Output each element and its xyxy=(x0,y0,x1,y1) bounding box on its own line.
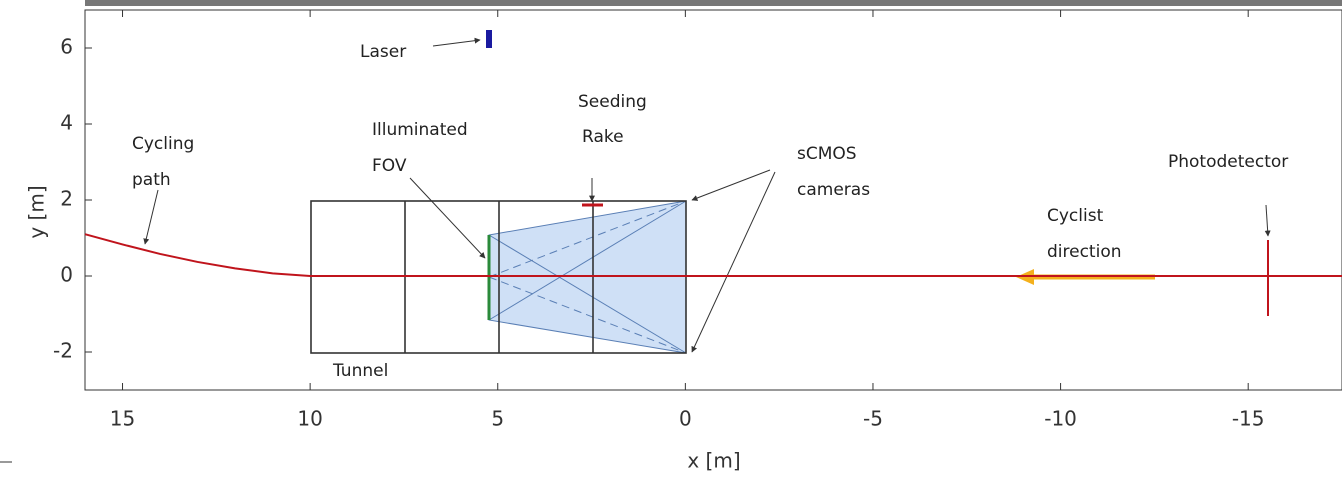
annotation: Photodetector xyxy=(1168,152,1288,172)
x-tick-label: -15 xyxy=(1232,407,1265,431)
x-tick-label: 10 xyxy=(297,407,322,431)
y-tick-label: 2 xyxy=(60,187,73,211)
y-axis-label: y [m] xyxy=(25,185,49,238)
x-tick-label: 0 xyxy=(679,407,692,431)
chart: 151050-5-10-15-20246 Laser Cycling path … xyxy=(0,0,1342,477)
plot-area xyxy=(85,10,1342,390)
annotation: Illuminated xyxy=(372,120,468,140)
annotation: cameras xyxy=(797,180,870,200)
top-strip xyxy=(85,0,1342,6)
y-tick-label: 6 xyxy=(60,35,73,59)
annotation: FOV xyxy=(372,156,407,176)
annotation: direction xyxy=(1047,242,1122,262)
x-tick-label: 5 xyxy=(491,407,504,431)
annotation: Cyclist xyxy=(1047,206,1104,226)
annotation: sCMOS xyxy=(797,144,857,164)
x-tick-label: 15 xyxy=(110,407,135,431)
annotation: Laser xyxy=(360,42,406,62)
annotation: path xyxy=(132,170,171,190)
y-tick-label: 0 xyxy=(60,263,73,287)
annotation: Seeding xyxy=(578,92,647,112)
annotation: Tunnel xyxy=(332,361,388,381)
x-tick-label: -5 xyxy=(863,407,883,431)
y-tick-label: 4 xyxy=(60,111,73,135)
x-tick-label: -10 xyxy=(1044,407,1077,431)
annotation: Cycling xyxy=(132,134,194,154)
x-axis-label: x [m] xyxy=(687,449,740,473)
y-tick-label: -2 xyxy=(53,339,73,363)
annotation: Rake xyxy=(582,127,624,147)
